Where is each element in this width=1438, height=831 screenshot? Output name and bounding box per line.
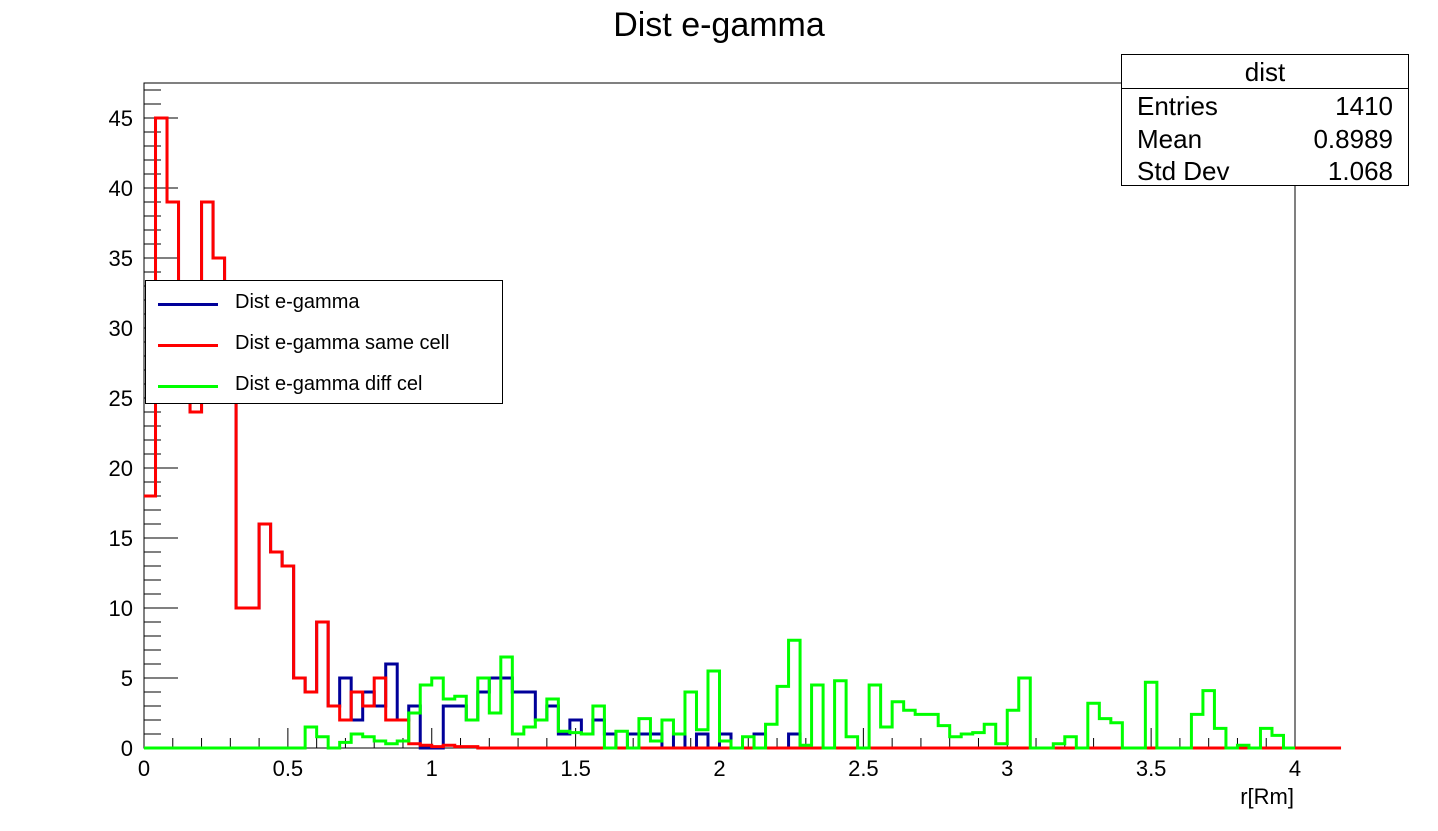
chart-title: Dist e-gamma bbox=[613, 6, 825, 44]
x-tick-label: 1 bbox=[426, 756, 438, 781]
series-line-diff-cell bbox=[144, 638, 1295, 750]
y-tick-label: 15 bbox=[109, 526, 133, 551]
y-tick-label: 20 bbox=[109, 456, 133, 481]
stats-label: Mean bbox=[1137, 124, 1203, 154]
series-layer bbox=[144, 116, 1342, 750]
legend-swatch bbox=[158, 344, 218, 347]
x-tick-label: 3.5 bbox=[1136, 756, 1167, 781]
y-tick-label: 25 bbox=[109, 386, 133, 411]
y-tick-label: 35 bbox=[109, 246, 133, 271]
series-line-same-cell bbox=[144, 116, 1342, 750]
y-tick-label: 30 bbox=[109, 316, 133, 341]
legend-label: Dist e-gamma same cell bbox=[235, 332, 450, 354]
y-tick-label: 5 bbox=[121, 666, 133, 691]
stats-label: Entries bbox=[1137, 91, 1218, 121]
x-tick-label: 4 bbox=[1289, 756, 1301, 781]
legend-label: Dist e-gamma bbox=[235, 291, 360, 313]
x-tick-label: 2.5 bbox=[848, 756, 879, 781]
y-tick-label: 0 bbox=[121, 736, 133, 761]
stats-value: 1410 bbox=[1335, 91, 1393, 121]
legend-item-total: Dist e-gamma bbox=[146, 283, 502, 323]
x-axis-label: r[Rm] bbox=[1240, 784, 1294, 809]
legend-label: Dist e-gamma diff cel bbox=[235, 373, 423, 395]
legend-swatch bbox=[158, 385, 218, 388]
x-tick-label: 1.5 bbox=[560, 756, 591, 781]
y-tick-labels: 0 5 10 15 20 25 30 35 40 45 bbox=[109, 106, 133, 761]
stats-title: dist bbox=[1244, 57, 1286, 87]
stats-row-mean: Mean 0.8989 bbox=[1137, 122, 1393, 156]
stats-row-entries: Entries 1410 bbox=[1137, 89, 1393, 123]
stats-divider bbox=[1122, 88, 1408, 89]
legend-item-same-cell: Dist e-gamma same cell bbox=[146, 324, 502, 364]
y-tick-label: 40 bbox=[109, 176, 133, 201]
x-tick-labels: 0 0.5 1 1.5 2 2.5 3 3.5 4 bbox=[138, 756, 1301, 781]
stats-value: 0.8989 bbox=[1313, 124, 1393, 154]
x-tick-label: 0.5 bbox=[273, 756, 304, 781]
x-tick-label: 3 bbox=[1001, 756, 1013, 781]
stats-value: 1.068 bbox=[1327, 156, 1393, 186]
y-axis bbox=[144, 89, 178, 749]
x-tick-label: 0 bbox=[138, 756, 150, 781]
stats-row-stddev: Std Dev 1.068 bbox=[1137, 154, 1393, 188]
legend-item-diff-cell: Dist e-gamma diff cel bbox=[146, 365, 502, 405]
legend-swatch bbox=[158, 303, 218, 306]
stats-box: dist Entries 1410 Mean 0.8989 Std Dev 1.… bbox=[1121, 54, 1409, 186]
legend: Dist e-gamma Dist e-gamma same cell Dist… bbox=[145, 280, 503, 404]
stats-label: Std Dev bbox=[1137, 156, 1230, 186]
x-tick-label: 2 bbox=[713, 756, 725, 781]
y-tick-label: 10 bbox=[109, 596, 133, 621]
y-tick-label: 45 bbox=[109, 106, 133, 131]
